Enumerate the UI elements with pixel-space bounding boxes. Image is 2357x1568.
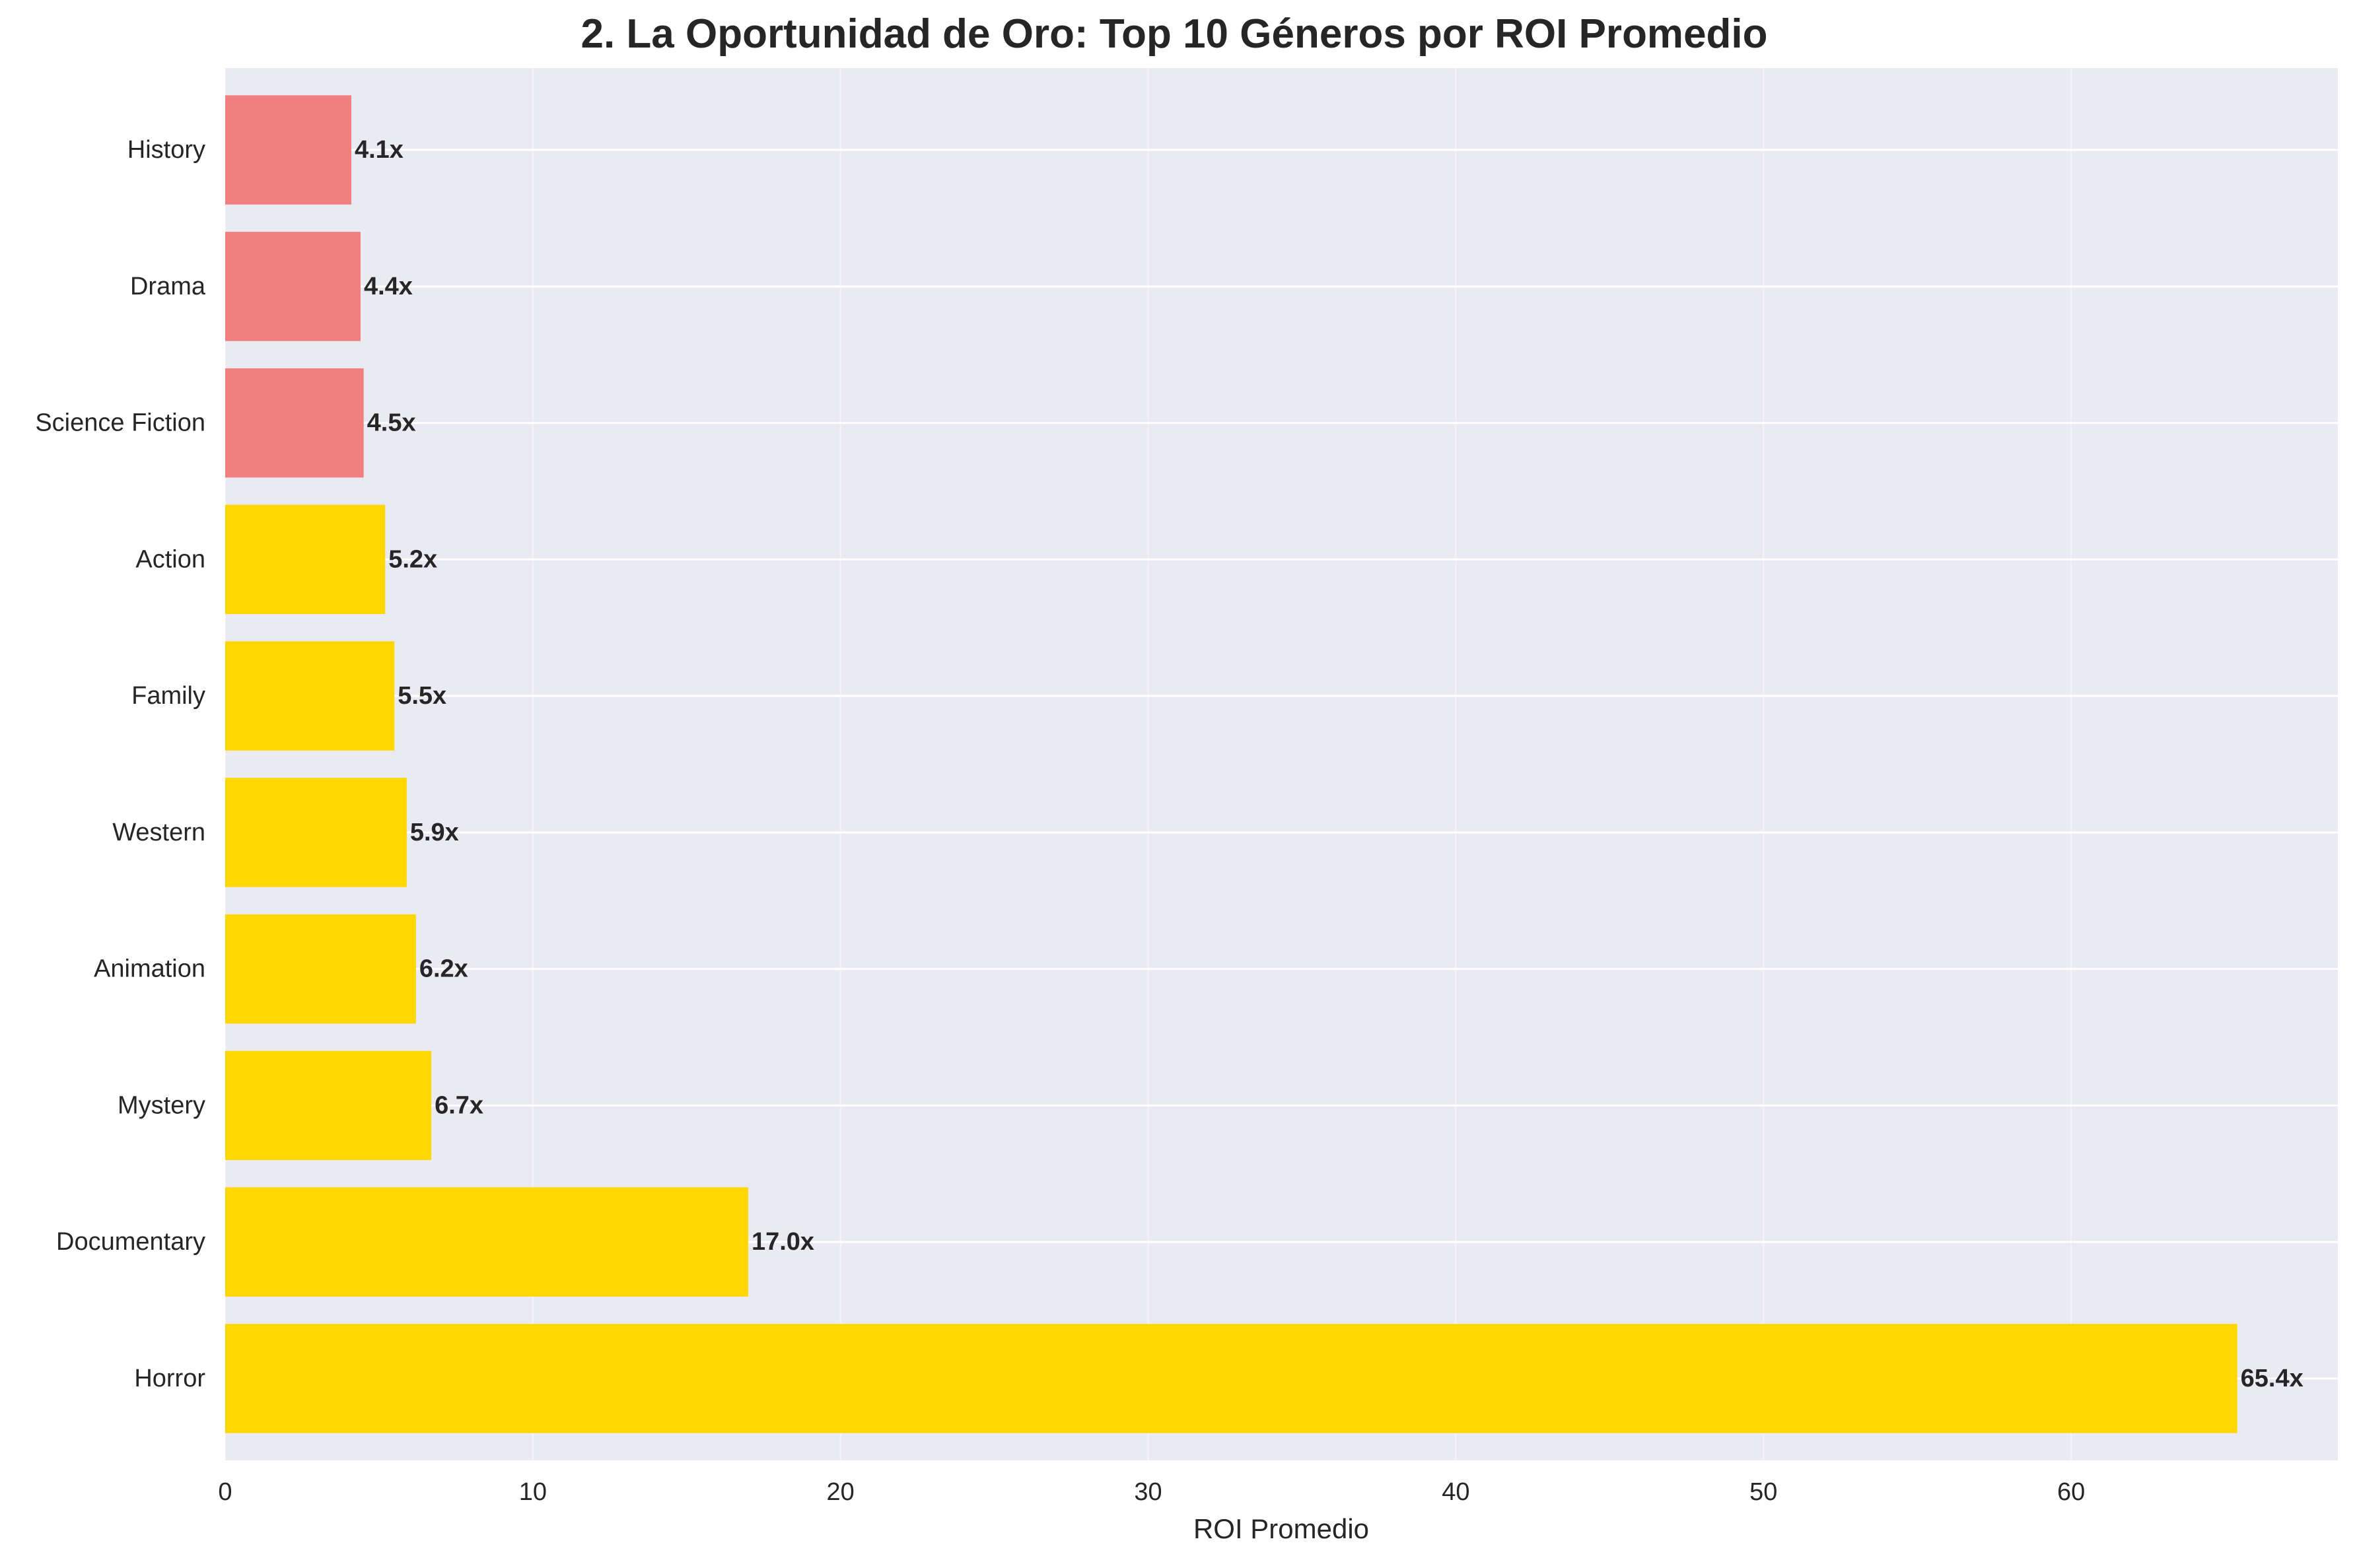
bar-action xyxy=(225,504,386,615)
x-tick-label: 60 xyxy=(2057,1478,2085,1506)
y-tick-label: Science Fiction xyxy=(35,409,205,437)
bar-horror xyxy=(225,1324,2237,1433)
value-label: 5.5x xyxy=(398,682,446,710)
x-tick-labels: 0 10 20 30 40 50 60 xyxy=(218,1478,2085,1506)
value-label: 5.9x xyxy=(410,819,459,846)
y-tick-label: Animation xyxy=(94,955,205,983)
bar-history xyxy=(225,95,351,205)
bar-documentary xyxy=(225,1187,748,1297)
y-tick-label: Mystery xyxy=(118,1091,205,1119)
value-label: 4.5x xyxy=(367,409,416,437)
y-tick-label: History xyxy=(127,136,205,164)
bar-drama xyxy=(225,232,361,341)
value-label: 6.7x xyxy=(435,1091,483,1119)
x-tick-label: 40 xyxy=(1442,1478,1469,1506)
x-tick-label: 0 xyxy=(218,1478,232,1506)
value-labels: 65.4x 17.0x 6.7x 6.2x 5.9x 5.5x 5.2x 4.5x 4.4x 4.… xyxy=(355,136,2304,1392)
y-tick-label: Family xyxy=(131,682,205,710)
y-tick-label: Action xyxy=(135,545,205,573)
x-tick-label: 50 xyxy=(1749,1478,1777,1506)
bar-science-fiction xyxy=(225,368,364,478)
y-tick-label: Drama xyxy=(130,273,206,300)
x-axis-label: ROI Promedio xyxy=(1193,1513,1369,1544)
x-tick-label: 10 xyxy=(519,1478,547,1506)
bars xyxy=(225,95,2237,1433)
value-label: 5.2x xyxy=(388,545,437,573)
chart-title: 2. La Oportunidad de Oro: Top 10 Géneros… xyxy=(580,11,1767,57)
x-tick-label: 30 xyxy=(1134,1478,1162,1506)
bar-family xyxy=(225,641,395,751)
y-tick-label: Horror xyxy=(134,1365,205,1392)
value-label: 6.2x xyxy=(419,955,468,983)
value-label: 4.1x xyxy=(355,136,404,164)
x-tick-label: 20 xyxy=(827,1478,855,1506)
y-tick-labels: Horror Documentary Mystery Animation Western… xyxy=(35,136,206,1392)
y-tick-label: Documentary xyxy=(56,1228,205,1256)
value-label: 4.4x xyxy=(364,273,413,300)
bar-animation xyxy=(225,914,416,1024)
value-label: 17.0x xyxy=(752,1228,814,1256)
bar-mystery xyxy=(225,1050,432,1161)
value-label: 65.4x xyxy=(2241,1365,2304,1392)
y-tick-label: Western xyxy=(112,819,205,846)
bar-western xyxy=(225,778,407,887)
